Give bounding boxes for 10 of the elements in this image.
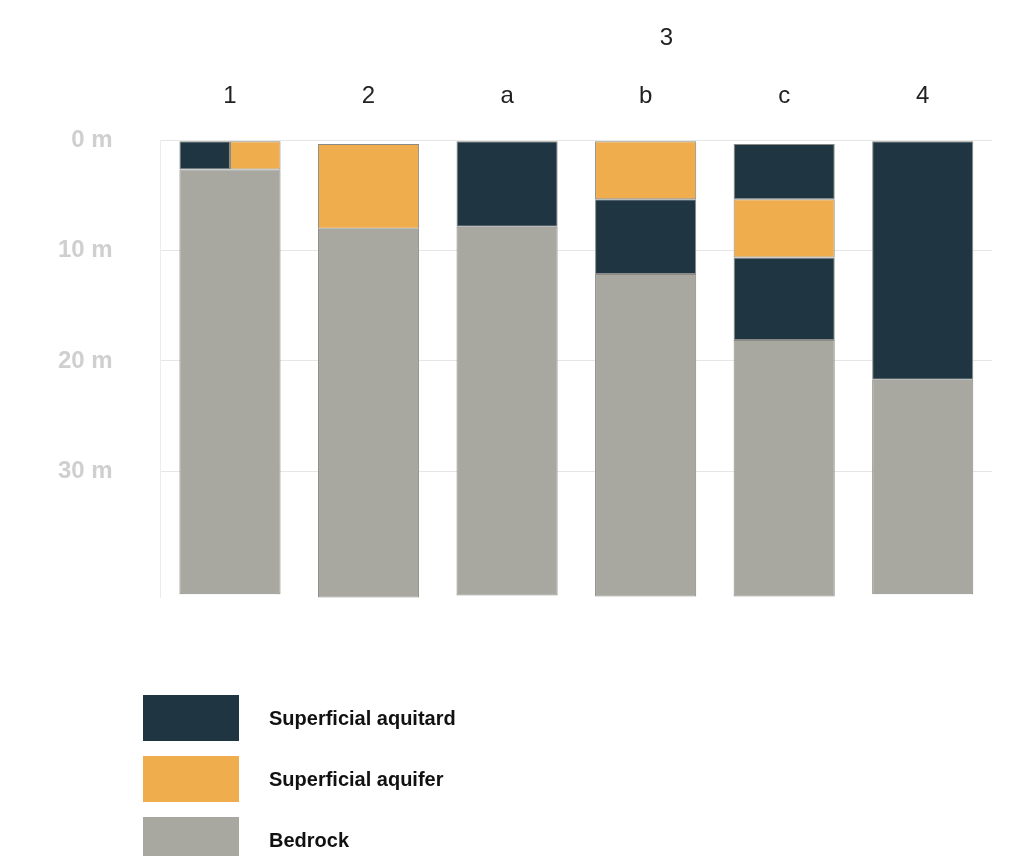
x-tick-label: 1: [223, 81, 237, 109]
x-tick-label: b: [638, 81, 653, 109]
text: 3: [659, 22, 674, 50]
x-tick-label: 4: [916, 81, 930, 109]
x-tick-label: a: [500, 81, 515, 109]
legend-label: Bedrock: [269, 828, 350, 852]
x-tick-label: c: [778, 81, 791, 109]
x-tick-label: 2: [361, 81, 376, 109]
legend-label: Superficial aquifer: [269, 767, 444, 791]
legend-label: Superficial aquitard: [269, 706, 456, 730]
